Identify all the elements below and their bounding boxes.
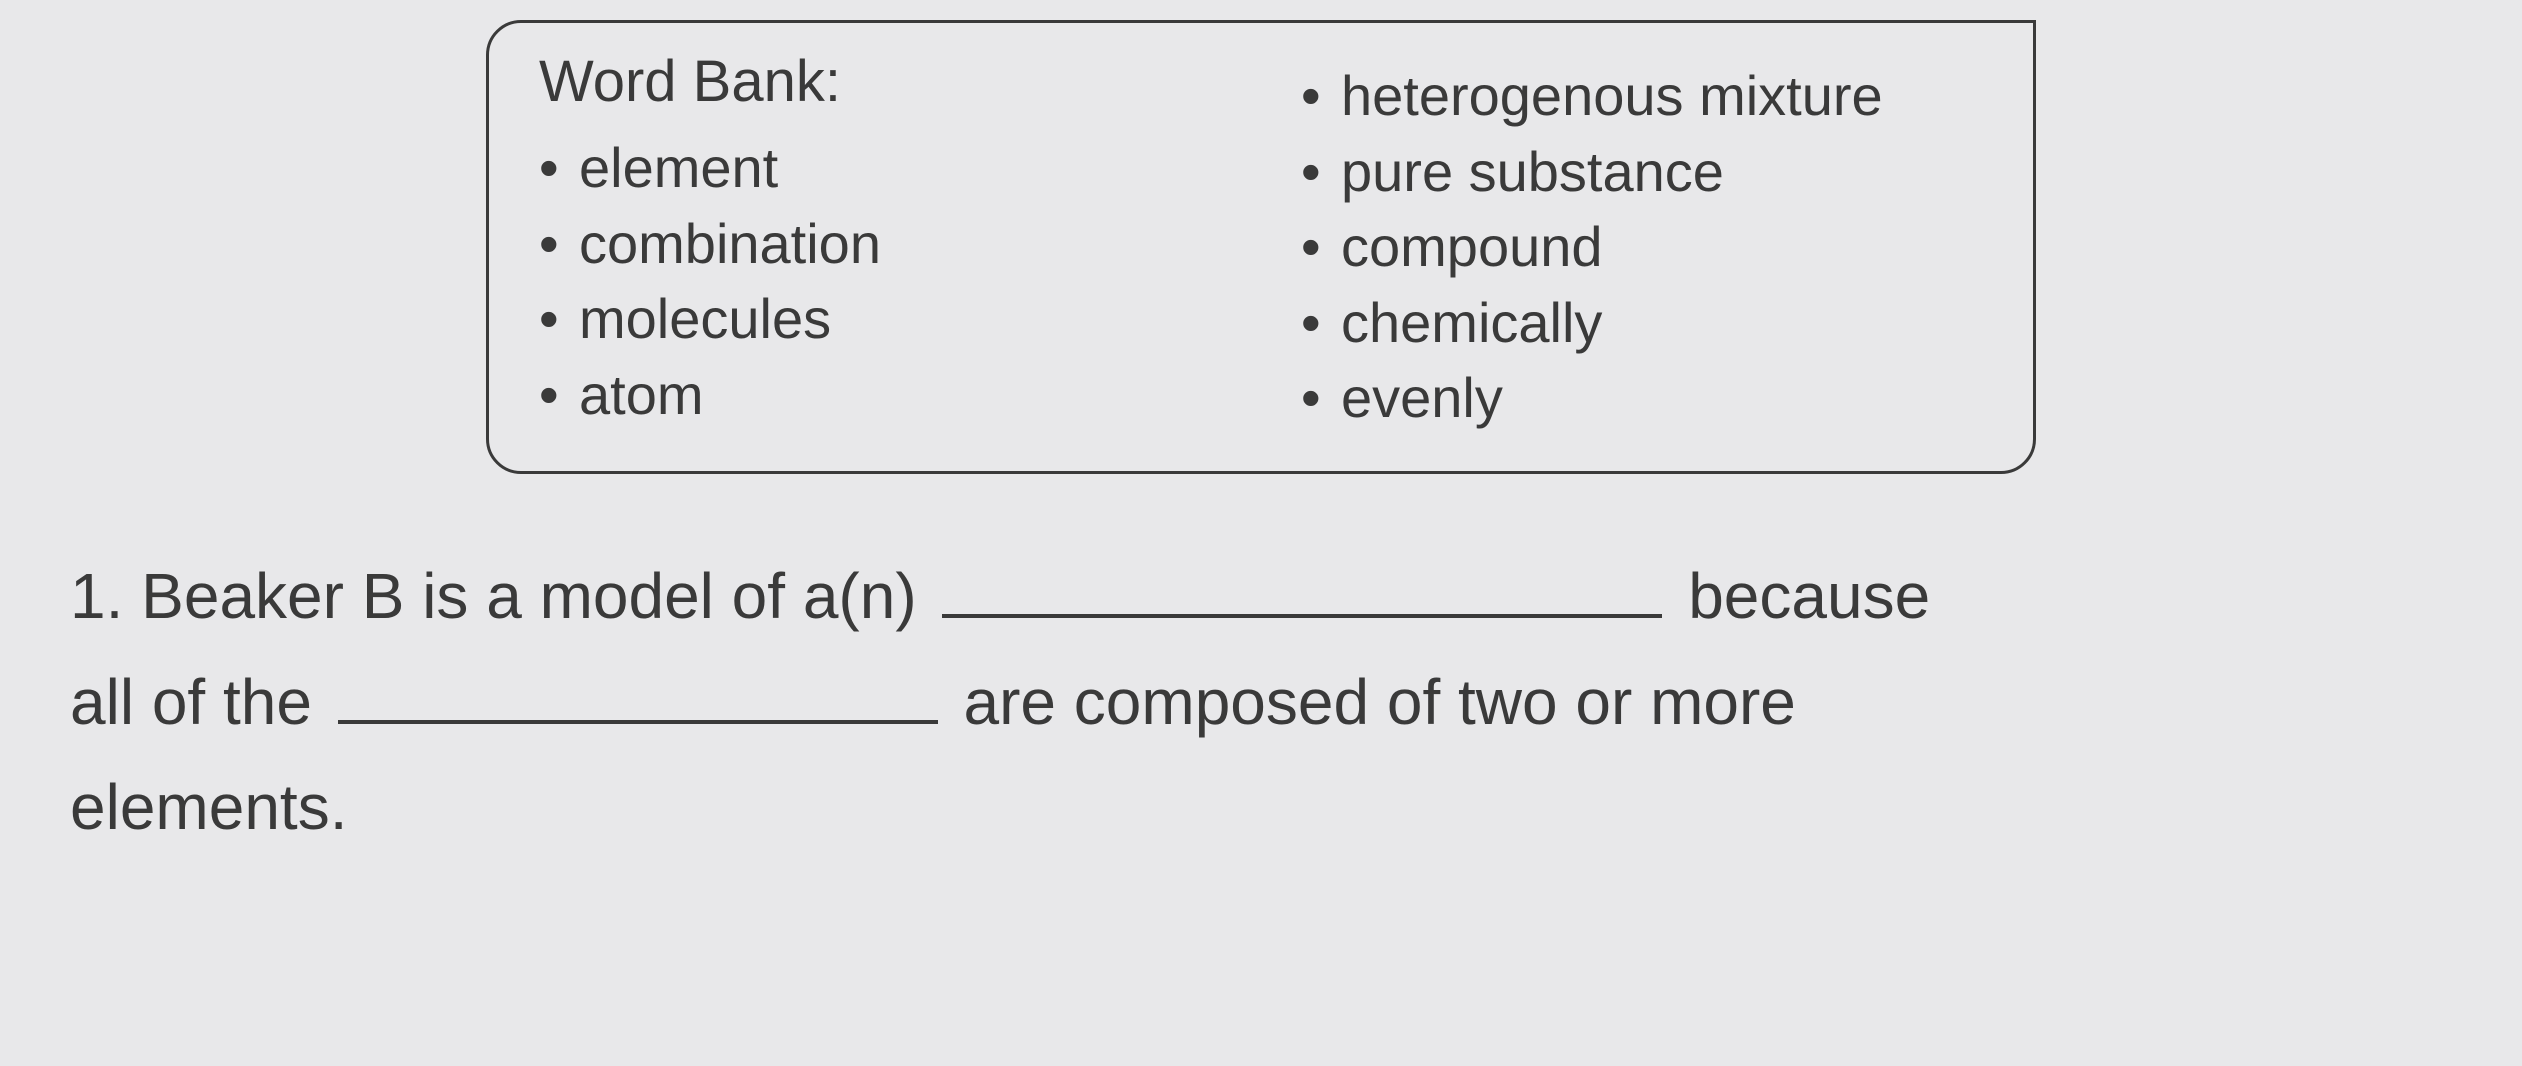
word-bank-box: Word Bank: element combination molecules… <box>486 20 2036 474</box>
word-bank-list-2: heterogenous mixture pure substance comp… <box>1301 58 1983 436</box>
question-1: 1. Beaker B is a model of a(n) because a… <box>60 544 2462 861</box>
word-bank-item: element <box>579 130 1221 206</box>
question-number: 1. <box>70 560 123 632</box>
question-text: all of the <box>70 666 312 738</box>
word-bank-title: Word Bank: <box>539 48 1221 115</box>
word-bank-column-2: heterogenous mixture pure substance comp… <box>1301 48 1983 436</box>
word-bank-column-1: Word Bank: element combination molecules… <box>539 48 1221 436</box>
word-bank-item: pure substance <box>1341 134 1983 210</box>
question-text: elements. <box>70 771 347 843</box>
word-bank-list-1: element combination molecules atom <box>539 130 1221 432</box>
fill-blank-1[interactable] <box>942 560 1662 618</box>
word-bank-item: molecules <box>579 281 1221 357</box>
question-text: Beaker B is a model of a(n) <box>141 560 916 632</box>
word-bank-item: evenly <box>1341 360 1983 436</box>
word-bank-item: atom <box>579 357 1221 433</box>
word-bank-item: chemically <box>1341 285 1983 361</box>
word-bank-item: combination <box>579 206 1221 282</box>
question-text: because <box>1688 560 1930 632</box>
word-bank-item: compound <box>1341 209 1983 285</box>
word-bank-item: heterogenous mixture <box>1341 58 1983 134</box>
fill-blank-2[interactable] <box>338 666 938 724</box>
question-text: are composed of two or more <box>964 666 1796 738</box>
